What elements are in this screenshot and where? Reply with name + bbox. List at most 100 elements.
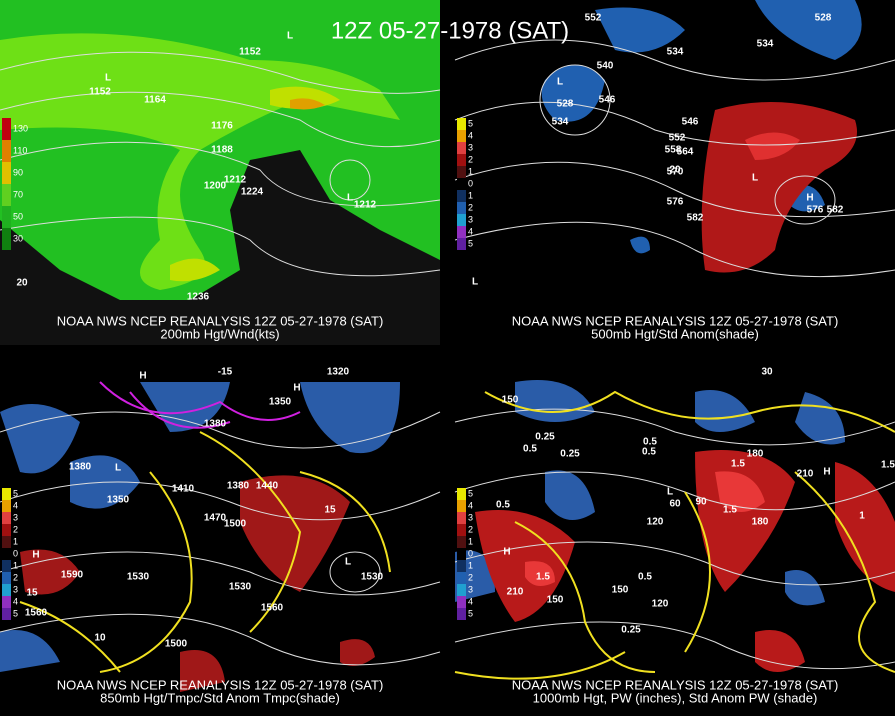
contour-label: 150 (547, 595, 564, 606)
legend-label: 2 (13, 572, 18, 582)
contour-label: L (105, 73, 111, 84)
contour-label: 60 (669, 499, 681, 510)
contour-label: 0.25 (621, 625, 641, 636)
contour-label: 15 (26, 588, 38, 599)
legend-swatch (457, 166, 466, 178)
legend-swatch (2, 118, 11, 140)
contour-label: 1212 (224, 175, 247, 186)
height-contours (0, 51, 441, 277)
contour-label: 540 (597, 61, 614, 72)
legend-swatch (2, 560, 11, 572)
legend-swatch (2, 162, 11, 184)
contour-label: 180 (752, 517, 769, 528)
contour-label: 150 (612, 585, 629, 596)
legend-swatch (457, 488, 466, 500)
legend-swatch (2, 608, 11, 620)
contour-label: L (287, 31, 293, 42)
contour-label: 528 (557, 99, 574, 110)
contour-label: 0.5 (523, 444, 537, 455)
map-title: 12Z 05-27-1978 (SAT) (331, 17, 569, 44)
panel-subtitle: 850mb Hgt/Tmpc/Std Anom Tmpc(shade) (100, 690, 340, 705)
legend-swatch (2, 140, 11, 162)
contour-label: 1380 (204, 419, 227, 430)
contour-label: H (293, 383, 300, 394)
legend-swatch (2, 572, 11, 584)
legend-swatch (2, 512, 11, 524)
legend-swatch (457, 584, 466, 596)
legend-label: 5 (13, 608, 18, 618)
legend-swatch (457, 536, 466, 548)
contour-label: L (347, 193, 353, 204)
legend-swatch (457, 596, 466, 608)
contour-label: 1380 (69, 462, 92, 473)
anomaly-shade (20, 475, 375, 692)
legend-swatch (457, 560, 466, 572)
legend-label: 5 (468, 608, 473, 618)
legend-swatch (2, 500, 11, 512)
anomaly-shade (0, 382, 400, 672)
contour-label: L (472, 277, 478, 288)
legend-label: 130 (13, 123, 28, 133)
contour-label: 1.5 (536, 572, 550, 583)
legend-label: 50 (13, 211, 23, 221)
contour-label: 1560 (261, 603, 284, 614)
legend-label: 5 (468, 488, 473, 498)
contour-label: 0.25 (560, 449, 580, 460)
legend-swatch (2, 536, 11, 548)
legend-swatch (457, 154, 466, 166)
legend-label: 110 (13, 145, 27, 155)
anomaly-shade (475, 450, 895, 672)
contour-label: 558 (665, 145, 682, 156)
panel-subtitle: 200mb Hgt/Wnd(kts) (160, 326, 279, 341)
panel-200mb: 1152115211641176118812001212122412121236… (0, 0, 441, 345)
contour-label: L (667, 487, 673, 498)
panel-subtitle: 1000mb Hgt, PW (inches), Std Anom PW (sh… (533, 690, 818, 705)
legend-label: 2 (468, 202, 473, 212)
contour-label: 528 (815, 13, 832, 24)
legend-swatch (457, 608, 466, 620)
contour-label: 1.5 (723, 505, 737, 516)
contour-label: H (32, 550, 39, 561)
legend-label: 1 (13, 536, 18, 546)
contour-label: 534 (757, 39, 774, 50)
contour-label: 552 (669, 133, 686, 144)
legend-label: 1 (468, 560, 473, 570)
legend-label: 4 (468, 130, 473, 140)
legend-label: 70 (13, 189, 23, 199)
panel-caption: NOAA NWS NCEP REANALYSIS 12Z 05-27-1978 … (512, 313, 839, 328)
legend-swatch (457, 142, 466, 154)
legend-label: 2 (13, 524, 18, 534)
legend-label: 30 (13, 233, 23, 243)
panel-subtitle: 500mb Hgt/Std Anom(shade) (591, 326, 759, 341)
contour-label: 546 (682, 117, 699, 128)
anomaly-shade (541, 0, 862, 254)
legend-label: 0 (13, 548, 18, 558)
contour-label: 10 (94, 633, 106, 644)
contour-label: 1152 (89, 87, 111, 98)
height-contours (454, 39, 895, 278)
contour-label: 1320 (327, 367, 350, 378)
contour-label: H (823, 467, 830, 478)
legend-label: 4 (13, 596, 18, 606)
contour-label: 1530 (361, 572, 384, 583)
contour-label: 0.5 (642, 447, 656, 458)
panel-500mb: 5525345285345285405465465525585645705765… (454, 0, 895, 345)
legend-label: 1 (468, 190, 473, 200)
legend-label: 3 (468, 214, 473, 224)
contour-label: 576 (667, 197, 684, 208)
wind-shade (290, 98, 325, 110)
contour-label: 1188 (211, 145, 233, 156)
contour-label: 1500 (224, 519, 247, 530)
legend-label: 1 (468, 536, 473, 546)
legend-swatch (457, 512, 466, 524)
contour-label: H (806, 193, 813, 204)
legend-swatch (2, 584, 11, 596)
contour-label: 1530 (127, 572, 150, 583)
legend-label: 4 (13, 500, 18, 510)
legend-label: 3 (468, 142, 473, 152)
legend-swatch (457, 214, 466, 226)
legend-swatch (457, 118, 466, 130)
